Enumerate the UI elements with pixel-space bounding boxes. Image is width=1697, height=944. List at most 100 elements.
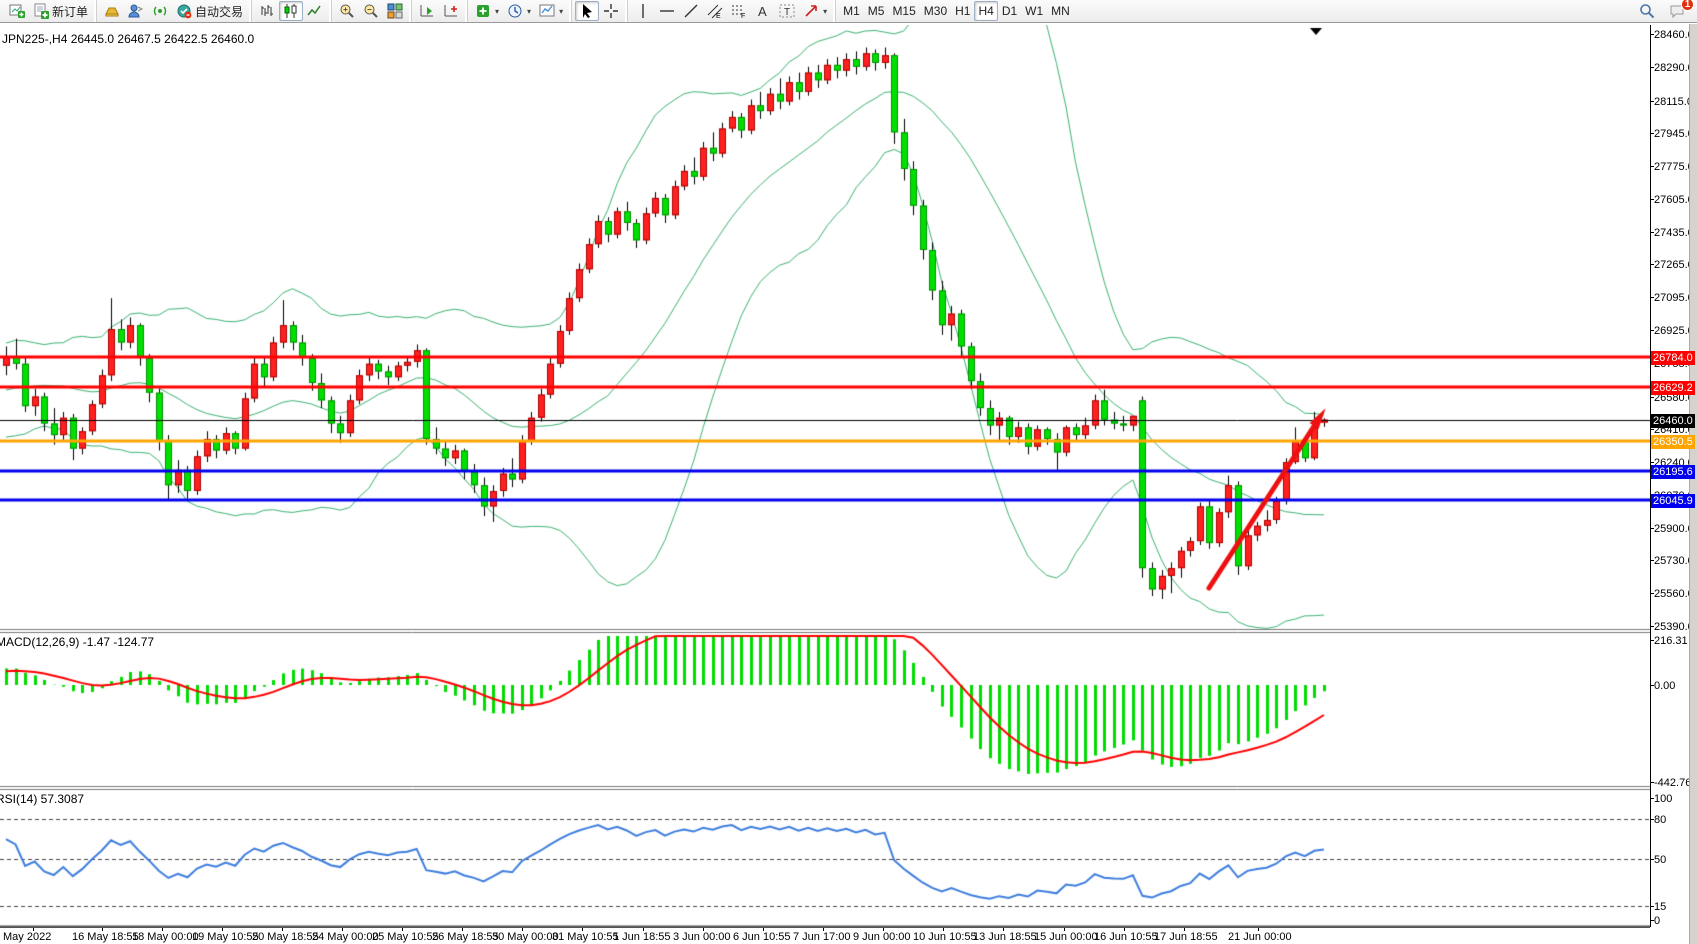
bar-chart-mode-icon xyxy=(259,3,275,19)
time-tick-label: 16 Jun 10:55 xyxy=(1094,931,1158,943)
price-tick-label: 25560.0 xyxy=(1650,588,1694,600)
search-icon[interactable] xyxy=(1635,1,1659,21)
tf-m5-button[interactable]: M5 xyxy=(867,4,885,18)
bar-chart-mode-button[interactable] xyxy=(255,1,279,21)
templates-button[interactable]: ▾ xyxy=(535,1,567,21)
macd-indicator-label: MACD(12,26,9) -1.47 -124.77 xyxy=(0,635,155,649)
text-label-button[interactable]: T xyxy=(775,1,799,21)
rsi-axis-label: 100 xyxy=(1650,793,1672,805)
svg-text:A: A xyxy=(758,4,767,19)
price-level-badge: 26460.0 xyxy=(1651,413,1695,428)
time-tick-label: 1 Jun 18:55 xyxy=(613,931,671,943)
new-chart-button[interactable] xyxy=(5,1,29,21)
tf-w1-button[interactable]: W1 xyxy=(1025,4,1044,18)
arrows-icon xyxy=(803,3,819,19)
chart-shift-button[interactable] xyxy=(439,1,463,21)
price-tick-label: 27945.0 xyxy=(1650,128,1694,140)
time-tick xyxy=(33,928,34,931)
notifications-icon[interactable]: 1 xyxy=(1665,0,1694,21)
vertical-line-button[interactable] xyxy=(631,1,655,21)
equidistant-channel-icon: E xyxy=(707,3,723,19)
price-tick-label: 27095.0 xyxy=(1650,292,1694,304)
toolbar-group: 自动交易 xyxy=(96,0,250,22)
new-order-button[interactable]: 新订单 xyxy=(29,1,92,21)
toolbar-group xyxy=(331,0,410,22)
toolbar-group xyxy=(571,0,626,22)
time-tick-label: 21 Jun 00:00 xyxy=(1228,931,1292,943)
time-tick-label: 31 May 10:55 xyxy=(552,931,619,943)
periods-icon xyxy=(507,3,523,19)
time-tick-label: 18 May 00:00 xyxy=(132,931,199,943)
periods-button[interactable]: ▾ xyxy=(503,1,535,21)
chart-title: JPN225-,H4 26445.0 26467.5 26422.5 26460… xyxy=(2,32,255,46)
tf-h1-button[interactable]: H1 xyxy=(955,4,971,18)
text-label-icon: T xyxy=(779,3,795,19)
templates-icon xyxy=(539,3,555,19)
horizontal-line-icon xyxy=(659,3,675,19)
tf-mn-button[interactable]: MN xyxy=(1051,4,1070,18)
auto-scroll-button[interactable] xyxy=(415,1,439,21)
toolbar-group xyxy=(251,0,330,22)
tf-m15-button[interactable]: M15 xyxy=(892,4,916,18)
price-chart[interactable] xyxy=(0,25,1650,927)
rsi-axis-label: 80 xyxy=(1650,814,1666,826)
cursor-button[interactable] xyxy=(575,1,600,21)
price-tick-label: 28290.0 xyxy=(1650,62,1694,74)
fibonacci-button[interactable]: F xyxy=(727,1,751,21)
strategy-tester-button[interactable] xyxy=(148,1,172,21)
text-button[interactable]: A xyxy=(751,1,775,21)
toolbar-right: 1 xyxy=(1635,0,1695,21)
price-tick-label: 28460.0 xyxy=(1650,29,1694,41)
tf-m30-button[interactable]: M30 xyxy=(923,4,948,18)
time-tick xyxy=(1003,928,1004,931)
new-order-icon xyxy=(33,3,49,19)
horizontal-line-button[interactable] xyxy=(655,1,679,21)
price-tick-label: 25900.0 xyxy=(1650,523,1694,535)
macd-axis-label: 216.31 xyxy=(1650,635,1688,647)
trendline-button[interactable] xyxy=(679,1,703,21)
price-tick-label: 26925.0 xyxy=(1650,325,1694,337)
time-tick xyxy=(823,928,824,931)
time-tick xyxy=(222,928,223,931)
zoom-in-button[interactable] xyxy=(335,1,359,21)
add-indicator-button[interactable]: ▾ xyxy=(471,1,503,21)
line-chart-mode-button[interactable] xyxy=(303,1,327,21)
tf-h4-button[interactable]: H4 xyxy=(974,1,998,21)
svg-text:E: E xyxy=(716,13,721,19)
chart-window: JPN225-,H4 26445.0 26467.5 26422.5 26460… xyxy=(0,24,1697,944)
time-tick-label: 3 Jun 00:00 xyxy=(673,931,731,943)
auto-trading-button[interactable]: 自动交易 xyxy=(172,1,247,21)
price-tick-label: 27435.0 xyxy=(1650,227,1694,239)
time-tick-label: 19 May 10:55 xyxy=(192,931,259,943)
trendline-icon xyxy=(683,3,699,19)
equidistant-channel-button[interactable]: E xyxy=(703,1,727,21)
tf-d1-button[interactable]: D1 xyxy=(1001,4,1018,18)
zoom-out-button[interactable] xyxy=(359,1,383,21)
auto-trading-label: 自动交易 xyxy=(195,4,244,19)
candle-chart-mode-icon xyxy=(283,3,299,19)
tf-m1-button[interactable]: M1 xyxy=(843,4,860,18)
data-window-button[interactable] xyxy=(124,1,148,21)
time-tick-label: 10 Jun 10:55 xyxy=(913,931,977,943)
time-tick-label: 16 May 18:55 xyxy=(72,931,139,943)
tile-windows-button[interactable] xyxy=(383,1,407,21)
toolbar-group: E F A T ▾ xyxy=(627,0,834,22)
candle-chart-mode-button[interactable] xyxy=(279,1,304,21)
price-tick-label: 25390.0 xyxy=(1650,621,1694,633)
time-tick-label: 6 Jun 10:55 xyxy=(733,931,791,943)
time-tick xyxy=(1124,928,1125,931)
price-tick-label: 27605.0 xyxy=(1650,194,1694,206)
price-level-badge: 26195.6 xyxy=(1651,464,1695,479)
chevron-down-icon: ▾ xyxy=(559,6,564,16)
chart-shift-icon xyxy=(443,3,459,19)
time-tick xyxy=(883,928,884,931)
time-tick xyxy=(943,928,944,931)
market-watch-button[interactable] xyxy=(100,1,124,21)
price-level-badge: 26045.9 xyxy=(1651,493,1695,508)
price-axis[interactable]: 28460.0 28290.0 28115.0 27945.0 27775.0 27605… xyxy=(1650,25,1695,927)
time-tick xyxy=(162,928,163,931)
time-tick-label: 30 May 00:00 xyxy=(492,931,559,943)
time-axis[interactable]: May 2022 16 May 18:55 18 May 00:00 19 May 1… xyxy=(0,927,1650,944)
crosshair-button[interactable] xyxy=(599,1,623,21)
arrows-button[interactable]: ▾ xyxy=(799,1,831,21)
